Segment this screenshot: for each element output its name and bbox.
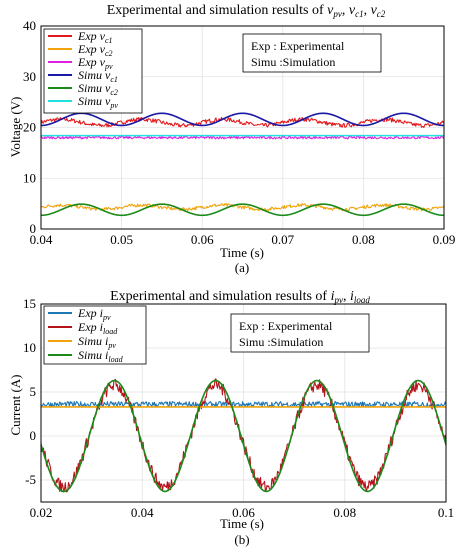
series-line-exp-v-c2: [40, 203, 445, 212]
chart-b-annotation: Exp : Experimental Simu :Simulation: [230, 313, 370, 353]
chart-a-series: [40, 112, 445, 217]
x-tick-label: 0.05: [110, 232, 133, 247]
x-tick-label: 0.09: [433, 232, 456, 247]
legend-label: Exp iload: [77, 320, 118, 336]
chart-b-caption: (b): [234, 532, 249, 547]
legend-label: Exp vc2: [77, 42, 113, 58]
x-tick-label: 0.06: [232, 505, 255, 520]
chart-b-frame: [40, 303, 447, 503]
x-tick-label: 0.04: [131, 505, 154, 520]
chart-a-note-2: Simu :Simulation: [251, 55, 335, 69]
chart-a-xlabel: Time (s): [220, 245, 264, 260]
legend-label: Simu vc2: [78, 81, 118, 97]
y-tick-label: 0: [30, 221, 37, 236]
chart-b-note-1: Exp : Experimental: [239, 319, 333, 333]
chart-b-ticks: 0.02 0.04 0.06 0.08 0.1 -5 0 5 10 15: [23, 296, 454, 520]
legend-label: Simu vpv: [78, 94, 118, 110]
x-tick-label: 0.1: [438, 505, 454, 520]
chart-b-xlabel: Time (s): [220, 516, 264, 531]
series-line-simu-i-load: [40, 379, 447, 493]
y-tick-label: 10: [23, 170, 36, 185]
y-tick-label: 20: [23, 120, 36, 135]
series-line-exp-v-c1: [40, 116, 445, 128]
legend-label: Simu ipv: [78, 334, 116, 350]
legend-label: Simu iload: [78, 348, 124, 364]
y-tick-label: 30: [23, 69, 36, 84]
y-tick-label: 5: [30, 384, 37, 399]
legend-label: Exp vpv: [77, 55, 113, 71]
chart-a-ylabel: Voltage (V): [8, 97, 23, 158]
legend-label: Exp vc1: [77, 29, 113, 45]
x-tick-label: 0.07: [271, 232, 294, 247]
chart-b-title: Experimental and simulation results of i…: [110, 289, 370, 305]
y-tick-label: 10: [23, 340, 36, 355]
series-line-exp-v-pv: [40, 135, 445, 140]
series-line-simu-v-c2: [40, 203, 445, 217]
legend-label: Exp ipv: [77, 306, 111, 322]
chart-a: Experimental and simulation results of v…: [8, 3, 455, 275]
chart-a-annotation: Exp : Experimental Simu :Simulation: [242, 33, 382, 73]
y-tick-label: 15: [23, 296, 36, 311]
chart-a-note-1: Exp : Experimental: [251, 39, 345, 53]
y-tick-label: 0: [30, 428, 37, 443]
x-tick-label: 0.08: [352, 232, 375, 247]
series-line-simu-v-c1: [40, 112, 445, 127]
chart-a-ticks: 0.04 0.05 0.06 0.07 0.08 0.09 0 10 20 30 40: [23, 18, 455, 247]
chart-a-caption: (a): [235, 260, 249, 275]
x-tick-label: 0.02: [30, 505, 53, 520]
chart-a-frame: [40, 25, 445, 230]
chart-b-note-2: Simu :Simulation: [239, 335, 323, 349]
chart-b: Experimental and simulation results of i…: [8, 289, 454, 547]
x-tick-label: 0.06: [191, 232, 214, 247]
chart-b-ylabel: Current (A): [8, 374, 23, 435]
y-tick-label: -5: [25, 472, 36, 487]
chart-b-series: [40, 378, 447, 493]
series-line-exp-i-pv: [40, 400, 447, 408]
legend-label: Simu vc1: [78, 68, 118, 84]
x-tick-label: 0.04: [30, 232, 53, 247]
chart-a-title: Experimental and simulation results of v…: [107, 3, 386, 19]
x-tick-label: 0.08: [333, 505, 356, 520]
y-tick-label: 40: [23, 18, 36, 33]
